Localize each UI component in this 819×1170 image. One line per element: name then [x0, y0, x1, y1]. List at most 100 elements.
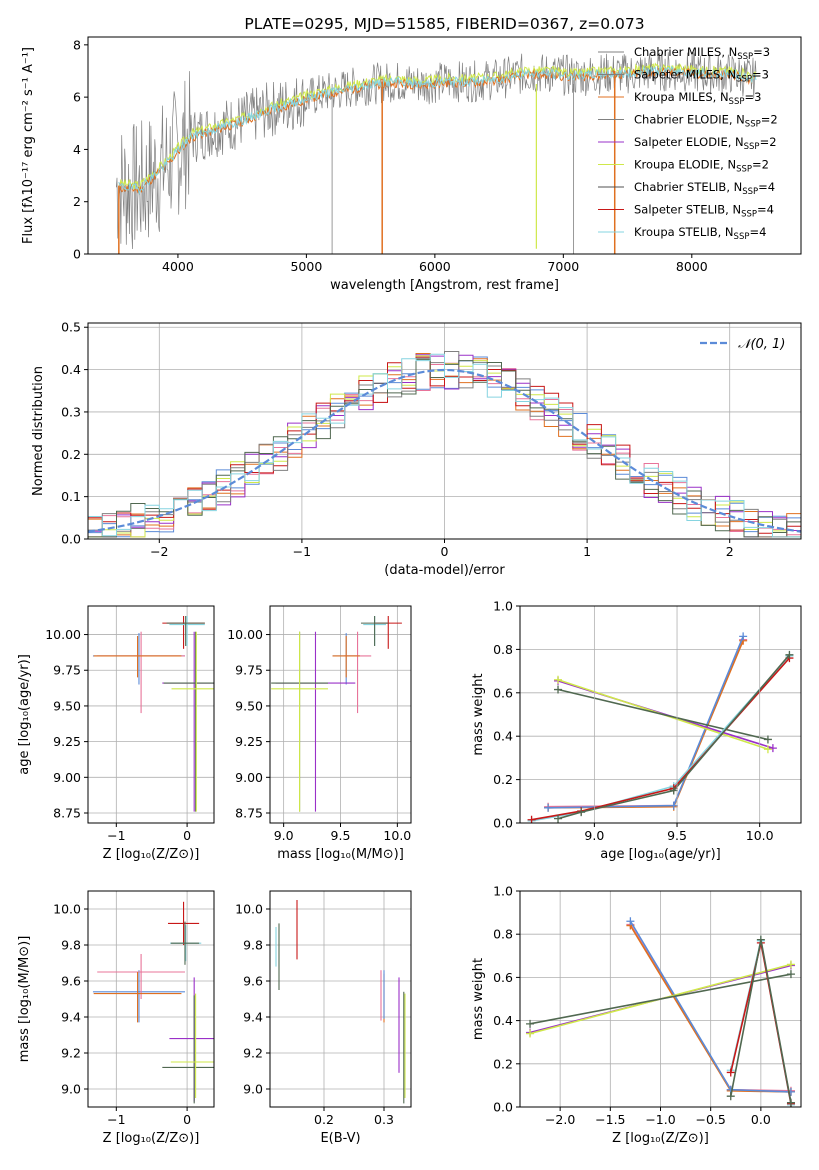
plot-area [271, 615, 402, 812]
x-tick-label: −1 [107, 828, 125, 843]
y-tick-label: 0.0 [493, 816, 513, 831]
y-tick-label: 9.00 [235, 770, 263, 785]
weight-series [726, 935, 795, 1107]
y-tick-label: 0.6 [493, 685, 513, 700]
legend-label: 𝒩(0, 1) [738, 337, 785, 352]
legend-label-suffix: =2 [752, 158, 769, 172]
weight-marker [756, 935, 765, 944]
weight-marker [554, 685, 563, 694]
weight-series [527, 651, 794, 823]
x-tick-label: 5000 [290, 259, 322, 274]
y-tick-label: 10.00 [45, 627, 81, 642]
weight-marker [726, 1092, 735, 1101]
weight-line [548, 636, 744, 809]
y-tick-label: 4 [73, 142, 81, 157]
spectrum-model-line [118, 62, 757, 190]
legend-label-main: Chabrier STELIB, N [634, 180, 742, 194]
legend-label-sub: SSP [729, 97, 745, 107]
legend-label-sub: SSP [745, 120, 761, 130]
x-tick-label: 1 [583, 544, 591, 559]
residual-histogram [88, 353, 801, 538]
errorbar-point [275, 631, 356, 812]
weight-marker [554, 675, 563, 684]
axes-spectrum: 4000 5000 6000 7000 8000 0 2 4 6 8 wavelength [Ang… [21, 36, 802, 293]
y-tick-label: 0.8 [493, 642, 513, 657]
y-tick-label: 0.4 [493, 729, 513, 744]
weight-line [548, 640, 744, 809]
y-axis-label: mass weight [471, 958, 486, 1040]
weight-series [626, 917, 795, 1096]
x-tick-label: 9.5 [331, 828, 351, 843]
weight-series [554, 685, 772, 744]
weight-line [548, 639, 744, 808]
x-tick-label: 10.0 [383, 828, 411, 843]
errorbar-point [169, 615, 205, 646]
axes-ebv: 0.2 0.3 9.0 9.2 9.4 9.6 9.8 10.0 E(B-V) [235, 890, 412, 1146]
legend-label: Chabrier STELIB, NSSP=4 [634, 180, 775, 197]
axes-residuals: −2 −1 0 1 2 0.0 0.1 0.2 0.3 0.4 0.5 (data-model)/er… [31, 320, 802, 578]
errorbar-point [374, 615, 402, 649]
weight-marker [739, 632, 748, 641]
y-axis-label: Flux [fλ10⁻¹⁷ erg cm⁻² s⁻¹ A⁻¹] [21, 47, 36, 244]
y-tick-label: 10.00 [227, 627, 263, 642]
errorbar-point [343, 631, 372, 714]
errorbar-point [162, 615, 205, 649]
residual-histogram [88, 356, 801, 538]
legend-label: Salpeter MILES, NSSP=3 [634, 68, 769, 85]
legend-label-sub: SSP [741, 210, 757, 220]
x-tick-label: 9.0 [584, 828, 604, 843]
weight-marker [526, 1019, 535, 1028]
normal-reference-curve [88, 368, 801, 533]
y-tick-label: 8.75 [53, 806, 81, 821]
y-tick-label: 9.2 [243, 1046, 263, 1061]
errorbar-point [92, 970, 185, 1023]
y-tick-label: 0.5 [61, 320, 81, 335]
x-tick-label: 4000 [162, 259, 194, 274]
weight-marker [554, 814, 563, 823]
weight-series [544, 632, 748, 812]
legend-label: Salpeter ELODIE, NSSP=2 [634, 135, 777, 152]
errorbar-point [167, 901, 200, 945]
legend-label-sub: SSP [736, 165, 752, 175]
weight-marker [763, 735, 772, 744]
weight-marker [786, 1098, 795, 1107]
y-axis-label: age [log₁₀(age/yr)] [17, 654, 32, 775]
weight-marker [669, 801, 678, 810]
y-tick-label: 0 [73, 247, 81, 262]
y-tick-label: 0.3 [61, 404, 81, 419]
spectrum-model-line [118, 65, 757, 196]
x-axis-label: Z [log₁₀(Z/Z⊙)] [612, 1131, 709, 1146]
x-tick-label: 2 [726, 544, 734, 559]
legend-label-suffix: =4 [758, 180, 775, 194]
x-tick-label: 0 [183, 828, 191, 843]
x-axis-label: Z [log₁₀(Z/Z⊙)] [103, 1131, 200, 1146]
legend-label-suffix: =2 [761, 113, 778, 127]
x-axis-label: wavelength [Angstrom, rest frame] [330, 278, 559, 293]
x-tick-label: −1.5 [595, 1112, 625, 1127]
errorbar-point [97, 631, 185, 714]
legend-label-main: Kroupa ELODIE, N [634, 158, 736, 172]
x-tick-label: 8000 [676, 259, 708, 274]
errorbar-point [170, 921, 200, 965]
y-tick-label: 9.8 [243, 938, 263, 953]
weight-marker [626, 917, 635, 926]
y-axis-label: mass weight [471, 673, 486, 755]
legend-label-main: Salpeter STELIB, N [634, 203, 741, 217]
x-tick-label: 6000 [419, 259, 451, 274]
legend-label-suffix: =4 [757, 203, 774, 217]
axes-frame [87, 890, 215, 1108]
legend-label: Kroupa ELODIE, NSSP=2 [634, 158, 769, 175]
legend-label-main: Salpeter MILES, N [634, 68, 736, 82]
weight-marker [786, 970, 795, 979]
weight-marker [786, 960, 795, 969]
weight-series [554, 650, 794, 823]
weight-marker [527, 815, 536, 823]
weight-series [526, 970, 795, 1028]
x-tick-label: 7000 [547, 259, 579, 274]
y-tick-label: 9.2 [61, 1046, 81, 1061]
plot-area [92, 615, 214, 812]
y-tick-label: 0.8 [493, 927, 513, 942]
y-tick-label: 8.75 [235, 806, 263, 821]
